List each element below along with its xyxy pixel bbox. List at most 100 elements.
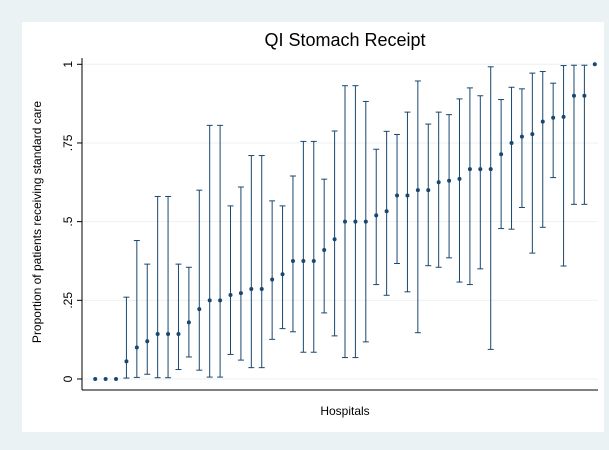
error-bar <box>466 87 473 286</box>
point <box>301 258 306 263</box>
error-bar <box>498 99 505 230</box>
error-bar <box>383 130 390 296</box>
point <box>405 193 410 198</box>
error-bar <box>206 124 213 378</box>
point <box>238 291 243 296</box>
point <box>228 292 233 297</box>
error-bar <box>477 95 484 270</box>
point <box>447 178 452 183</box>
error-bar <box>570 64 577 205</box>
error-bar <box>165 195 172 379</box>
point <box>311 258 316 263</box>
error-bar <box>279 205 286 330</box>
point <box>426 188 431 193</box>
error-bar <box>154 195 161 379</box>
error-bar <box>269 200 276 340</box>
error-bar <box>248 155 255 369</box>
point <box>259 286 264 291</box>
error-bar <box>508 86 515 230</box>
point <box>436 180 441 185</box>
point <box>343 219 347 224</box>
point <box>145 339 150 344</box>
y-tick-label: .25 <box>61 292 75 309</box>
point <box>540 119 545 124</box>
point <box>155 331 160 336</box>
point <box>582 93 587 98</box>
point <box>114 376 119 381</box>
plot-region <box>22 22 604 432</box>
point <box>415 188 420 193</box>
error-bar <box>321 178 328 314</box>
error-bar <box>487 66 494 350</box>
error-bar <box>435 111 442 268</box>
point <box>530 132 535 137</box>
point <box>218 298 223 303</box>
point <box>124 359 129 364</box>
error-bar <box>217 124 224 378</box>
error-bar <box>310 140 317 353</box>
point <box>270 277 275 282</box>
error-bar <box>518 88 525 208</box>
point <box>395 193 400 198</box>
point <box>290 258 295 263</box>
error-bar <box>227 205 234 355</box>
point <box>499 152 504 157</box>
point <box>467 167 472 172</box>
error-bar <box>404 111 411 293</box>
y-tick-label: .5 <box>61 216 75 226</box>
y-tick-label: .75 <box>61 134 75 151</box>
point <box>571 93 576 98</box>
point <box>551 115 556 120</box>
point <box>374 213 379 218</box>
error-bar <box>529 72 536 254</box>
error-bar <box>414 80 421 334</box>
error-bar <box>123 296 130 379</box>
error-bar <box>425 123 432 267</box>
point <box>509 140 514 145</box>
point <box>488 167 493 172</box>
error-bar <box>175 263 182 371</box>
point <box>332 237 337 242</box>
point <box>353 219 358 224</box>
y-tick-label: 1 <box>61 61 75 68</box>
error-bar <box>581 64 588 205</box>
point <box>457 176 462 181</box>
point <box>197 307 202 312</box>
error-bar <box>446 114 453 259</box>
point <box>478 167 483 172</box>
point <box>519 134 524 139</box>
y-axis-label: Proportion of patients receiving standar… <box>30 101 44 343</box>
error-bar <box>185 266 192 358</box>
error-bar <box>539 71 546 228</box>
point <box>592 62 597 67</box>
error-bar <box>560 65 567 267</box>
point <box>322 247 327 252</box>
point <box>186 320 191 325</box>
error-bar <box>133 240 140 378</box>
point <box>384 209 389 214</box>
point <box>166 331 171 336</box>
error-bar <box>456 98 463 283</box>
point <box>103 376 108 381</box>
point <box>561 114 566 119</box>
y-tick-label: 0 <box>61 375 75 382</box>
error-bar <box>237 186 244 361</box>
point <box>93 376 98 381</box>
point <box>363 219 368 224</box>
point <box>134 345 139 350</box>
error-bar <box>289 175 296 333</box>
point <box>249 286 254 291</box>
x-axis-label: Hospitals <box>320 404 369 418</box>
error-bar <box>331 130 338 337</box>
point <box>207 298 212 303</box>
error-bar <box>300 140 307 353</box>
point <box>280 272 285 277</box>
chart-title: QI Stomach Receipt <box>264 30 425 50</box>
point <box>176 331 181 336</box>
error-bar <box>258 155 265 369</box>
error-bar <box>394 133 401 264</box>
error-bar <box>196 189 203 371</box>
error-bar <box>144 263 151 375</box>
error-bar <box>550 82 557 179</box>
